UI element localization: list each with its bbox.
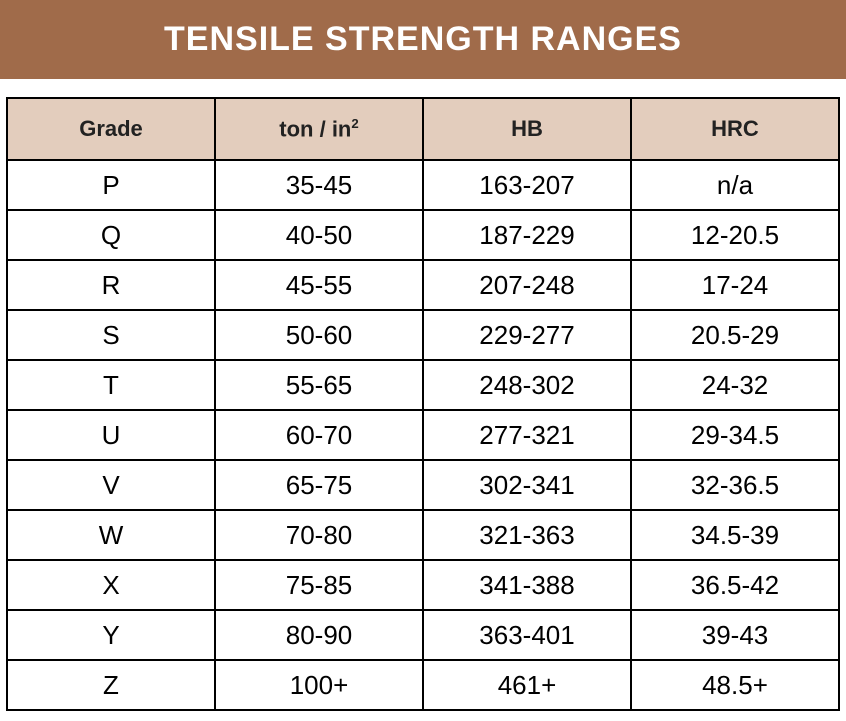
table-cell: 277-321 — [423, 410, 631, 460]
table-cell: 32-36.5 — [631, 460, 839, 510]
table-cell: 163-207 — [423, 160, 631, 210]
table-row: W70-80321-36334.5-39 — [7, 510, 839, 560]
table-row: X75-85341-38836.5-42 — [7, 560, 839, 610]
table-row: Y80-90363-40139-43 — [7, 610, 839, 660]
table-row: P35-45163-207n/a — [7, 160, 839, 210]
table-row: V65-75302-34132-36.5 — [7, 460, 839, 510]
table-cell: 60-70 — [215, 410, 423, 460]
table-cell: 80-90 — [215, 610, 423, 660]
table-cell: n/a — [631, 160, 839, 210]
table-cell: 461+ — [423, 660, 631, 710]
table-cell: W — [7, 510, 215, 560]
table-cell: 48.5+ — [631, 660, 839, 710]
table-cell: V — [7, 460, 215, 510]
table-cell: Q — [7, 210, 215, 260]
table-cell: 363-401 — [423, 610, 631, 660]
table-cell: T — [7, 360, 215, 410]
table-cell: 12-20.5 — [631, 210, 839, 260]
table-cell: 302-341 — [423, 460, 631, 510]
table-cell: 29-34.5 — [631, 410, 839, 460]
col-header-grade: Grade — [7, 98, 215, 160]
table-row: U60-70277-32129-34.5 — [7, 410, 839, 460]
table-cell: 187-229 — [423, 210, 631, 260]
table-cell: 55-65 — [215, 360, 423, 410]
table-cell: 36.5-42 — [631, 560, 839, 610]
table-cell: 34.5-39 — [631, 510, 839, 560]
table-cell: 341-388 — [423, 560, 631, 610]
table-cell: 207-248 — [423, 260, 631, 310]
table-row: S50-60229-27720.5-29 — [7, 310, 839, 360]
table-cell: S — [7, 310, 215, 360]
table-cell: U — [7, 410, 215, 460]
tensile-strength-table: Grade ton / in2 HB HRC P35-45163-207n/aQ… — [6, 97, 840, 711]
table-cell: 35-45 — [215, 160, 423, 210]
table-cell: 45-55 — [215, 260, 423, 310]
table-cell: 248-302 — [423, 360, 631, 410]
table-cell: 24-32 — [631, 360, 839, 410]
table-body: P35-45163-207n/aQ40-50187-22912-20.5R45-… — [7, 160, 839, 710]
table-row: Z100+461+48.5+ — [7, 660, 839, 710]
title-bar: TENSILE STRENGTH RANGES — [0, 0, 846, 79]
table-cell: 20.5-29 — [631, 310, 839, 360]
table-cell: 75-85 — [215, 560, 423, 610]
table-cell: 70-80 — [215, 510, 423, 560]
table-cell: 100+ — [215, 660, 423, 710]
table-cell: P — [7, 160, 215, 210]
table-row: T55-65248-30224-32 — [7, 360, 839, 410]
table-row: R45-55207-24817-24 — [7, 260, 839, 310]
table-cell: 321-363 — [423, 510, 631, 560]
table-cell: Z — [7, 660, 215, 710]
table-cell: 39-43 — [631, 610, 839, 660]
table-cell: X — [7, 560, 215, 610]
table-header-row: Grade ton / in2 HB HRC — [7, 98, 839, 160]
table-cell: 229-277 — [423, 310, 631, 360]
col-header-ton-in2: ton / in2 — [215, 98, 423, 160]
table-cell: 40-50 — [215, 210, 423, 260]
table-container: Grade ton / in2 HB HRC P35-45163-207n/aQ… — [0, 79, 846, 721]
col-header-hrc: HRC — [631, 98, 839, 160]
table-cell: 65-75 — [215, 460, 423, 510]
col-header-hb: HB — [423, 98, 631, 160]
table-row: Q40-50187-22912-20.5 — [7, 210, 839, 260]
table-cell: 17-24 — [631, 260, 839, 310]
table-cell: Y — [7, 610, 215, 660]
table-cell: R — [7, 260, 215, 310]
table-cell: 50-60 — [215, 310, 423, 360]
